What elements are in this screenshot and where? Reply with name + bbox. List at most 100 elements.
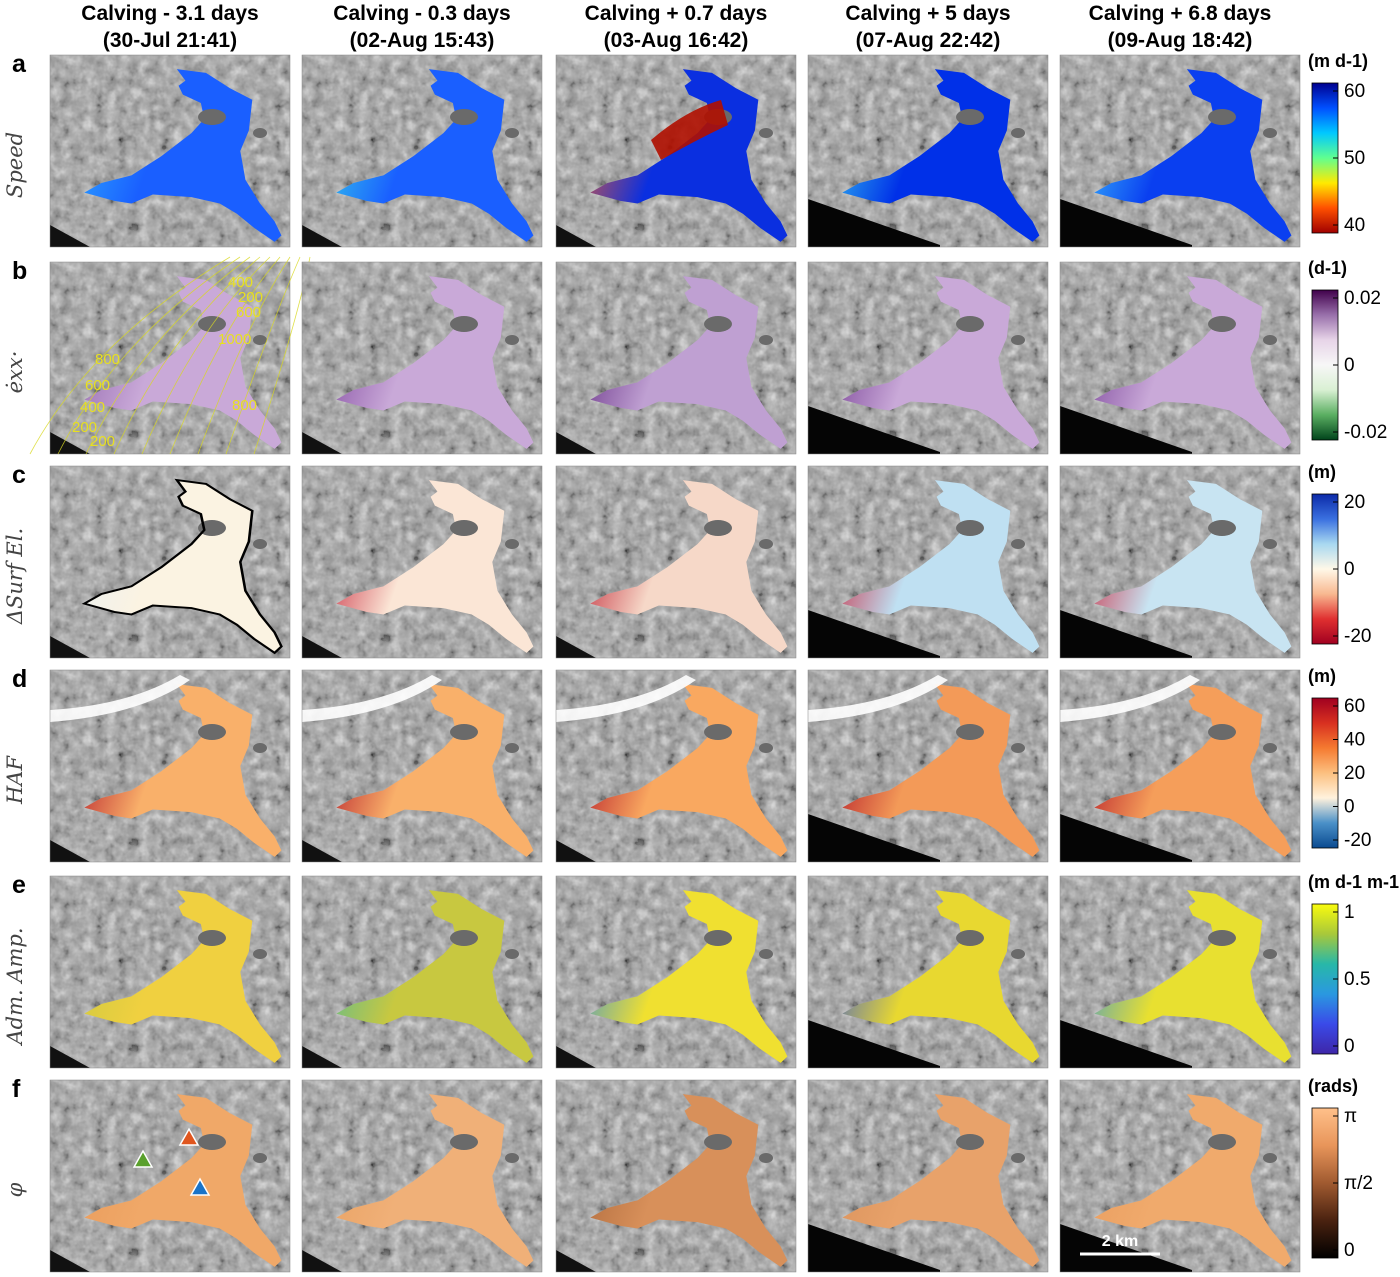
contour-label: 200 [238, 289, 263, 306]
panel [807, 261, 1049, 455]
colorbar-tick: 0.02 [1344, 288, 1381, 309]
row-label: φ [3, 1182, 27, 1197]
colorbar-tick: 20 [1344, 763, 1365, 784]
row-letter: a [12, 50, 27, 78]
colorbars: (m d-1)605040(d-1)0.020-0.02(m)200-20(m)… [1308, 51, 1399, 1261]
colorbar-b: (d-1) 0.02 0 -0.02 [1308, 258, 1387, 443]
panel [555, 261, 797, 455]
row-letter: c [12, 461, 26, 489]
colorbar-unit: (m) [1308, 462, 1336, 482]
row-label: Speed [3, 132, 27, 198]
colorbar-tick: 60 [1344, 696, 1365, 717]
colorbar-tick: 0 [1344, 797, 1355, 818]
panel [1059, 875, 1301, 1069]
colorbar-tick: -0.02 [1344, 422, 1387, 443]
row-c: c ΔSurf El. [3, 461, 1301, 659]
colorbar-tick: 1 [1344, 902, 1355, 923]
panel [49, 875, 291, 1069]
colorbar-tick: -20 [1344, 830, 1371, 851]
colorbar-unit: (m d-1 m-1 [1308, 872, 1399, 892]
panel [49, 465, 291, 659]
colorbar-unit: (m d-1) [1308, 51, 1368, 71]
contour-label: 1000 [218, 331, 251, 348]
panel [301, 875, 543, 1069]
orange-triangle [178, 1127, 200, 1146]
colorbar-tick: 40 [1344, 215, 1365, 236]
triangle-markers [132, 1127, 211, 1196]
contour-label: 600 [236, 304, 261, 321]
colorbar-tick: 40 [1344, 730, 1365, 751]
panel [1059, 261, 1301, 455]
panel [49, 669, 291, 863]
colorbar-gradient [1311, 82, 1339, 234]
contour-label: 200 [90, 433, 115, 450]
contour-label: 400 [228, 274, 253, 291]
column-date: (09-Aug 18:42) [1108, 29, 1253, 52]
colorbar-c: (m) 20 0 -20 [1308, 462, 1371, 647]
colorbar-unit: (d-1) [1308, 258, 1347, 278]
colorbar-d: (m) 60 40 20 0 -20 [1308, 666, 1371, 851]
column-title: Calving + 6.8 days [1089, 2, 1272, 25]
panel [555, 1079, 797, 1273]
column-date: (07-Aug 22:42) [856, 29, 1001, 52]
panel [555, 54, 797, 248]
panel [1059, 669, 1301, 863]
colorbar-tick: 60 [1344, 81, 1365, 102]
colorbar-tick: π [1344, 1106, 1357, 1127]
colorbar-tick: 0 [1344, 1240, 1355, 1261]
contour-label: 800 [232, 397, 257, 414]
column-title: Calving + 0.7 days [585, 2, 768, 25]
panel [1059, 54, 1301, 248]
panel [555, 875, 797, 1069]
panel [807, 875, 1049, 1069]
row-label: ΔSurf El. [3, 528, 27, 625]
colorbar-a: (m d-1) 60 50 40 [1308, 51, 1368, 236]
column-date: (02-Aug 15:43) [350, 29, 495, 52]
contour-label: 400 [80, 399, 105, 416]
row-a: a Speed [3, 50, 1301, 248]
panel [807, 1079, 1049, 1273]
column-title: Calving - 3.1 days [81, 2, 258, 25]
panel [301, 1079, 543, 1273]
panel [807, 465, 1049, 659]
colorbar-tick: 0 [1344, 559, 1355, 580]
column-date: (30-Jul 21:41) [103, 29, 237, 52]
column-date: (03-Aug 16:42) [604, 29, 749, 52]
contour-label: 200 [72, 419, 97, 436]
row-e: e Adm. Amp. [3, 871, 1301, 1069]
scalebar-label: 2 km [1102, 1233, 1138, 1250]
colorbar-e: (m d-1 m-1 1 0.5 0 [1308, 872, 1399, 1057]
colorbar-tick: -20 [1344, 626, 1371, 647]
contour-label: 600 [85, 377, 110, 394]
row-label: Adm. Amp. [3, 927, 27, 1046]
colorbar-tick: 50 [1344, 148, 1365, 169]
row-d: d HAF [3, 665, 1301, 863]
row-letter: d [12, 665, 27, 693]
colorbar-tick: π/2 [1344, 1173, 1373, 1194]
blue-triangle [189, 1177, 211, 1196]
column-title: Calving + 5 days [845, 2, 1010, 25]
colorbar-tick: 0 [1344, 355, 1355, 376]
panel [555, 669, 797, 863]
colorbar-unit: (rads) [1308, 1076, 1358, 1096]
row-letter: f [12, 1075, 21, 1103]
rows: aSpeedbėxx·20040060080010002002004006008… [3, 50, 1301, 1273]
colorbar-tick: 0.5 [1344, 969, 1370, 990]
row-letter: b [12, 257, 27, 285]
colorbar-f: (rads) π π/2 0 [1308, 1076, 1373, 1261]
contour-label: 800 [95, 351, 120, 368]
panel: 2 km [1059, 1079, 1301, 1273]
colorbar-tick: 0 [1344, 1036, 1355, 1057]
column-title: Calving - 0.3 days [333, 2, 510, 25]
row-label: HAF [3, 755, 27, 805]
row-f: f φ 2 km [3, 1075, 1301, 1273]
panel [301, 261, 543, 455]
colorbar-tick: 20 [1344, 492, 1365, 513]
panel [301, 465, 543, 659]
panel [807, 669, 1049, 863]
panel [807, 54, 1049, 248]
panel [555, 465, 797, 659]
